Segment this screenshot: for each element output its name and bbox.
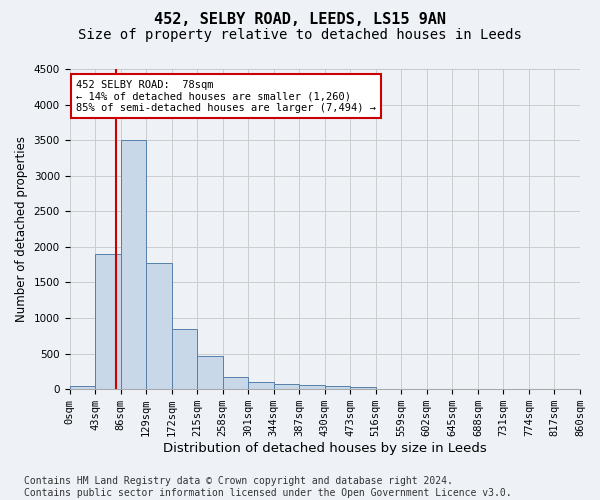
Bar bbox=[274, 384, 299, 389]
Bar bbox=[248, 382, 274, 389]
Bar bbox=[172, 330, 197, 389]
Bar bbox=[299, 386, 325, 389]
Bar bbox=[325, 386, 350, 389]
Y-axis label: Number of detached properties: Number of detached properties bbox=[15, 136, 28, 322]
Text: Contains HM Land Registry data © Crown copyright and database right 2024.
Contai: Contains HM Land Registry data © Crown c… bbox=[24, 476, 512, 498]
Text: 452, SELBY ROAD, LEEDS, LS15 9AN: 452, SELBY ROAD, LEEDS, LS15 9AN bbox=[154, 12, 446, 28]
Bar bbox=[146, 262, 172, 389]
Text: Size of property relative to detached houses in Leeds: Size of property relative to detached ho… bbox=[78, 28, 522, 42]
Bar bbox=[350, 386, 376, 389]
Bar bbox=[197, 356, 223, 389]
X-axis label: Distribution of detached houses by size in Leeds: Distribution of detached houses by size … bbox=[163, 442, 487, 455]
Bar bbox=[223, 378, 248, 389]
Text: 452 SELBY ROAD:  78sqm
← 14% of detached houses are smaller (1,260)
85% of semi-: 452 SELBY ROAD: 78sqm ← 14% of detached … bbox=[76, 80, 376, 113]
Bar bbox=[121, 140, 146, 389]
Bar bbox=[70, 386, 95, 389]
Bar bbox=[95, 254, 121, 389]
